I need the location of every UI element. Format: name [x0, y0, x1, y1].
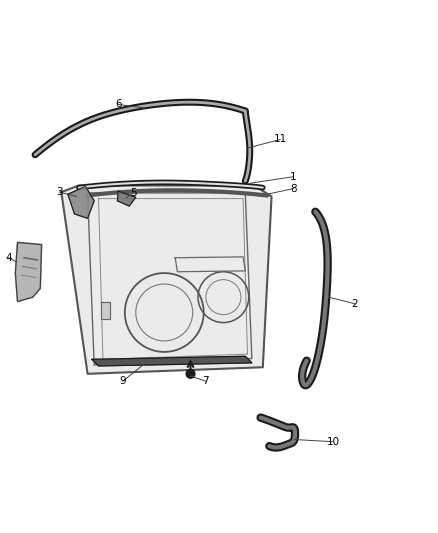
Text: 3: 3	[56, 187, 63, 197]
Text: 1: 1	[290, 172, 297, 182]
Text: 4: 4	[5, 253, 12, 263]
Text: 2: 2	[351, 298, 358, 309]
Text: 8: 8	[290, 183, 297, 193]
Polygon shape	[92, 356, 252, 366]
Polygon shape	[15, 243, 42, 302]
Text: 11: 11	[274, 134, 287, 144]
Text: 10: 10	[326, 437, 339, 447]
Text: 7: 7	[202, 376, 209, 386]
Text: 6: 6	[115, 100, 122, 109]
Polygon shape	[101, 302, 110, 319]
Polygon shape	[68, 187, 94, 219]
Text: 5: 5	[130, 188, 137, 198]
Polygon shape	[117, 191, 136, 206]
Circle shape	[186, 369, 195, 378]
Text: 9: 9	[119, 376, 126, 386]
Polygon shape	[61, 185, 272, 374]
